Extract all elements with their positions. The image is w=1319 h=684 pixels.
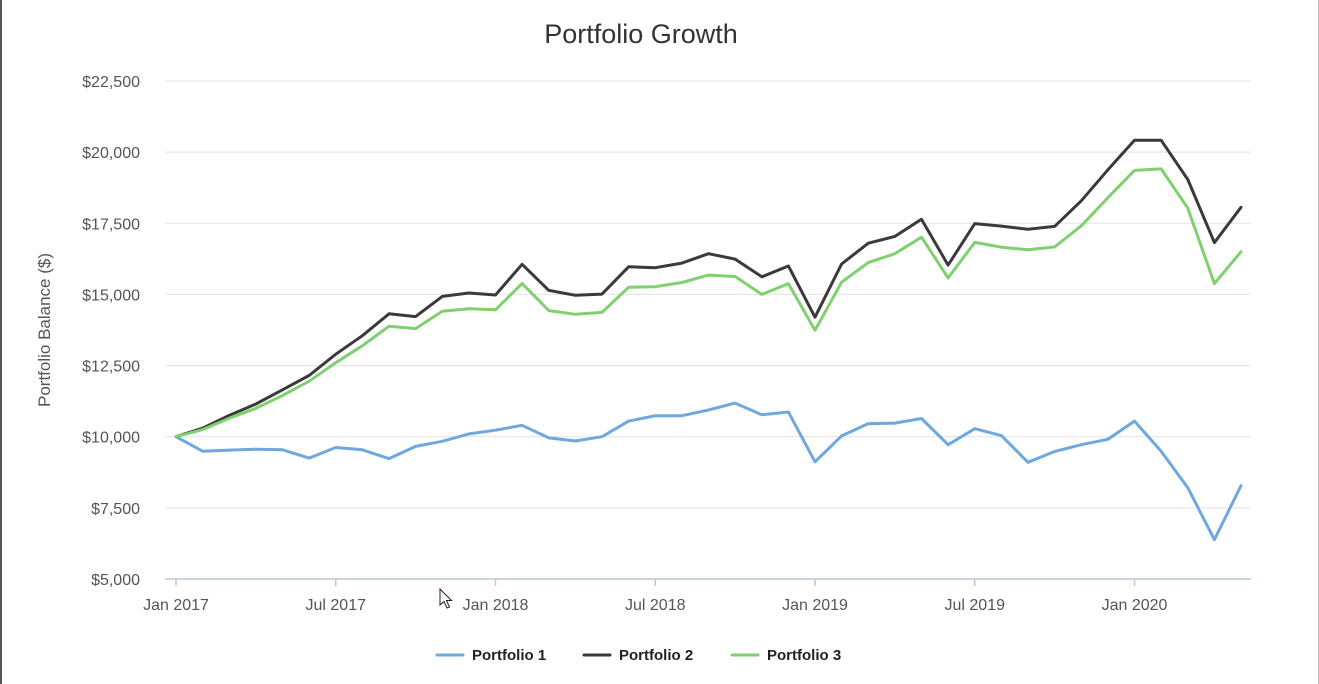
x-tick-label: Jan 2020 bbox=[1102, 597, 1168, 614]
legend-label: Portfolio 3 bbox=[767, 647, 841, 664]
x-tick-label: Jan 2018 bbox=[463, 597, 529, 614]
legend-item-portfolio-1[interactable]: Portfolio 1 bbox=[435, 647, 546, 664]
y-tick-label: $15,000 bbox=[82, 287, 140, 304]
y-tick-label: $10,000 bbox=[82, 430, 140, 447]
x-tick-label: Jan 2019 bbox=[782, 597, 848, 614]
legend-item-portfolio-3[interactable]: Portfolio 3 bbox=[730, 647, 841, 664]
x-tick-label: Jan 2017 bbox=[143, 597, 209, 614]
y-tick-label: $7,500 bbox=[91, 501, 140, 518]
y-tick-label: $20,000 bbox=[82, 145, 140, 162]
series-layer bbox=[174, 138, 1243, 542]
mouse-pointer-icon bbox=[439, 587, 453, 609]
y-tick-label: $22,500 bbox=[82, 74, 140, 91]
x-tick-label: Jul 2018 bbox=[625, 597, 686, 614]
x-tick-label: Jul 2017 bbox=[306, 597, 367, 614]
series-line-portfolio-1[interactable] bbox=[174, 401, 1243, 542]
series-line-portfolio-2[interactable] bbox=[174, 138, 1243, 439]
y-tick-label: $17,500 bbox=[82, 216, 140, 233]
chart-title: Portfolio Growth bbox=[544, 19, 738, 49]
y-tick-label: $5,000 bbox=[91, 572, 140, 589]
grid-layer bbox=[165, 80, 1251, 509]
x-axis-ticks: Jan 2017 Jul 2017 Jan 2018 Jul 2018 Jan 2019… bbox=[143, 579, 1168, 614]
window-left-edge bbox=[0, 0, 2, 684]
y-axis-ticks: $5,000 $7,500 $10,000 $12,500 $15,000 $17,500… bbox=[82, 74, 140, 589]
legend-item-portfolio-2[interactable]: Portfolio 2 bbox=[582, 647, 693, 664]
legend[interactable]: Portfolio 1 Portfolio 2 Portfolio 3 bbox=[435, 647, 841, 664]
y-axis-label: Portfolio Balance ($) bbox=[35, 253, 54, 407]
legend-label: Portfolio 1 bbox=[472, 647, 546, 664]
series-line-portfolio-3[interactable] bbox=[174, 167, 1243, 439]
y-tick-label: $12,500 bbox=[82, 359, 140, 376]
legend-label: Portfolio 2 bbox=[619, 647, 693, 664]
x-tick-label: Jul 2019 bbox=[945, 597, 1006, 614]
